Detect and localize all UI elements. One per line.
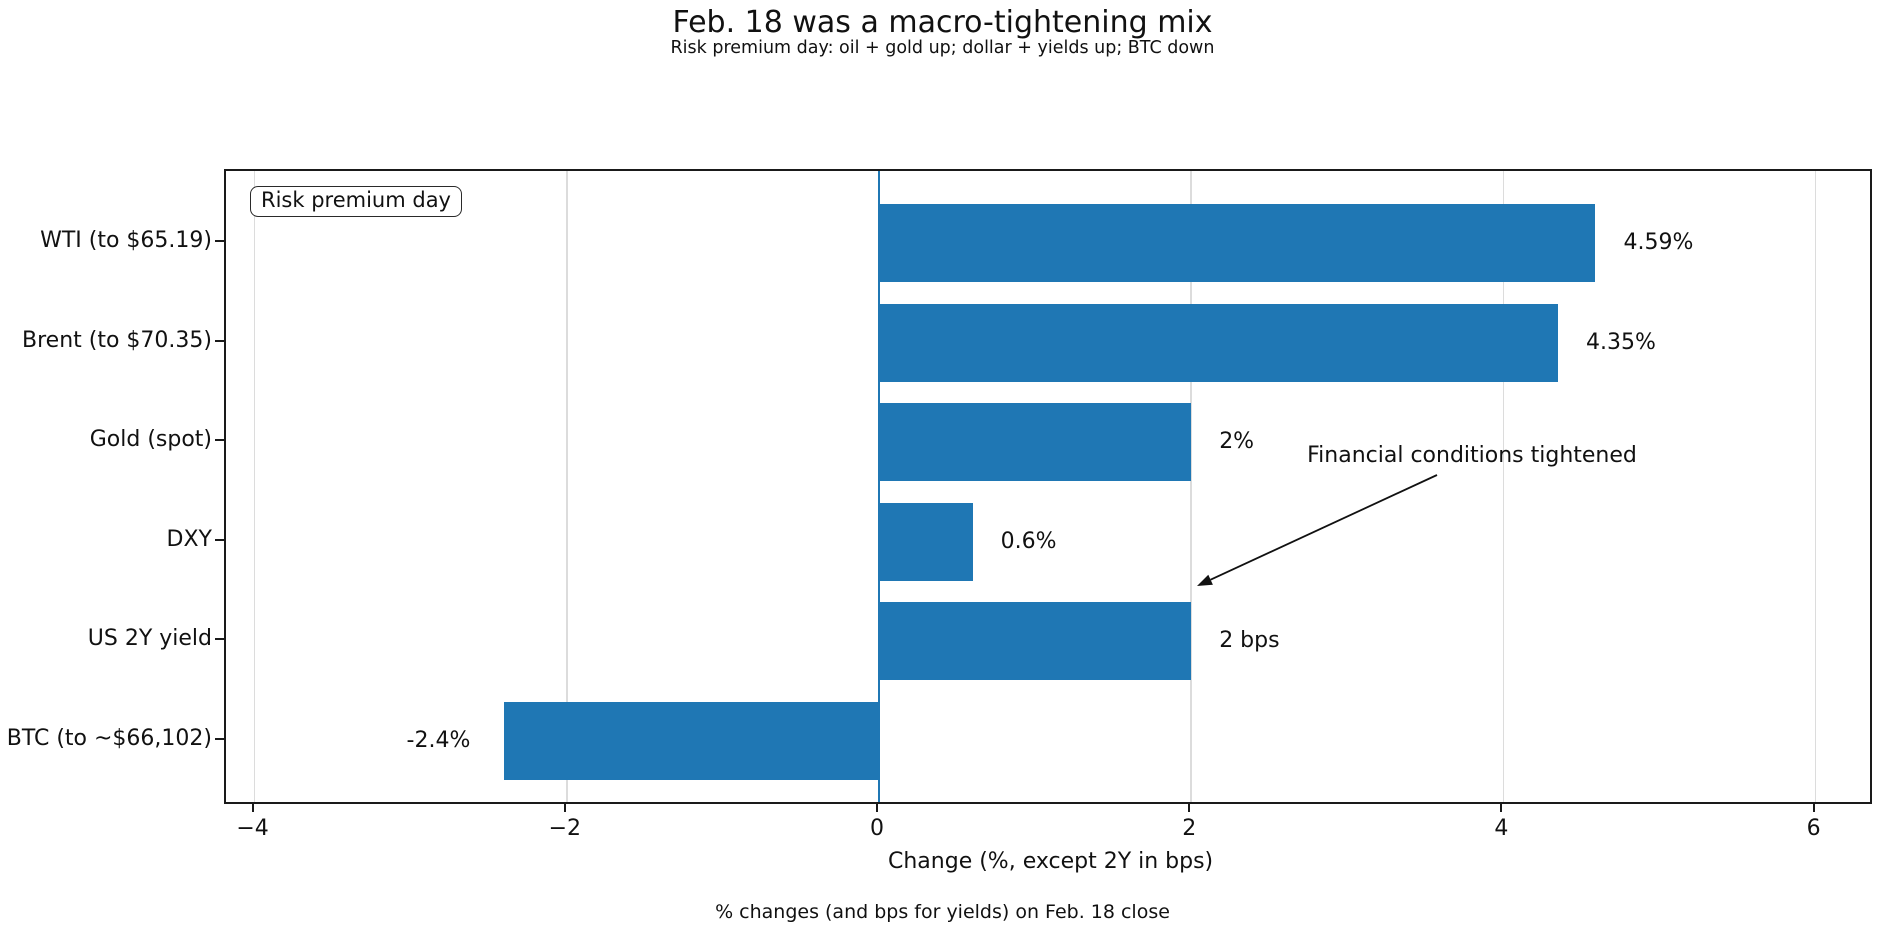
- y-tick-mark: [215, 738, 224, 740]
- x-tick-mark: [1188, 804, 1191, 812]
- x-tick-mark: [251, 804, 254, 812]
- bar-value-label: 4.35%: [1586, 329, 1656, 355]
- gridline: [1190, 171, 1192, 802]
- bar: [879, 602, 1192, 681]
- gridline: [566, 171, 568, 802]
- y-tick-label: WTI (to $65.19): [40, 228, 212, 253]
- y-tick-label: US 2Y yield: [87, 626, 212, 652]
- y-tick-label: Gold (spot): [89, 427, 212, 453]
- bar: [879, 403, 1192, 482]
- gridline: [1502, 171, 1505, 802]
- footer-caption: % changes (and bps for yields) on Feb. 1…: [715, 901, 1170, 923]
- plot-area: 4.59% 4.35% 2% 0.6% 2 bps -2.4%: [224, 169, 1872, 804]
- x-tick-mark: [876, 804, 878, 812]
- annotation-text: Financial conditions tightened: [1307, 443, 1637, 468]
- bar: [504, 702, 879, 780]
- x-tick-label: −4: [236, 816, 269, 841]
- legend-box: Risk premium day: [250, 186, 462, 217]
- y-tick-label: Brent (to $70.35): [22, 327, 212, 353]
- zero-line: [877, 171, 881, 802]
- y-tick-mark: [215, 538, 224, 541]
- x-tick-mark: [1812, 804, 1815, 812]
- chart-subtitle: Risk premium day: oil + gold up; dollar …: [670, 38, 1215, 58]
- bar: [879, 502, 973, 581]
- x-tick-mark: [1500, 804, 1503, 812]
- gridline: [1814, 171, 1817, 802]
- bar-value-label: 0.6%: [1000, 528, 1057, 554]
- y-tick-mark: [215, 339, 224, 342]
- bar: [879, 303, 1559, 382]
- x-tick-label: 4: [1494, 816, 1509, 841]
- chart-title: Feb. 18 was a macro-tightening mix: [672, 5, 1213, 40]
- bar-value-label: 2 bps: [1219, 628, 1280, 654]
- y-tick-mark: [215, 439, 224, 442]
- bar-value-label: -2.4%: [406, 728, 471, 753]
- y-tick-mark: [215, 638, 224, 641]
- y-tick-mark: [215, 240, 224, 242]
- x-tick-mark: [563, 804, 566, 812]
- gridline: [253, 171, 256, 802]
- y-tick-label: DXY: [166, 526, 212, 552]
- bar: [879, 204, 1596, 282]
- bar-value-label: 2%: [1219, 429, 1255, 455]
- x-tick-label: 6: [1806, 816, 1821, 841]
- x-tick-label: −2: [548, 816, 582, 841]
- x-tick-label: 0: [870, 816, 884, 841]
- x-tick-label: 2: [1182, 816, 1197, 841]
- x-axis-label: Change (%, except 2Y in bps): [888, 849, 1214, 874]
- bar-value-label: 4.59%: [1623, 230, 1694, 255]
- y-tick-label: BTC (to ~$66,102): [6, 726, 212, 751]
